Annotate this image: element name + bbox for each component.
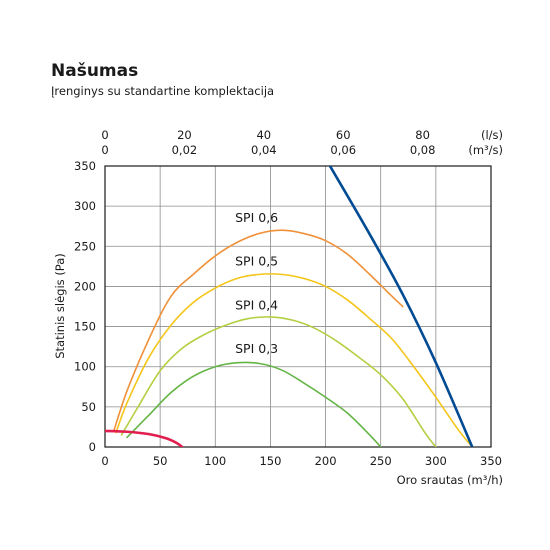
x-tick-label: 300 xyxy=(425,454,447,468)
y-tick-label: 150 xyxy=(74,320,96,334)
x-tick-label: 100 xyxy=(204,454,226,468)
x-tick-label: 0 xyxy=(101,454,108,468)
series-annotation-label: SPI 0,3 xyxy=(235,341,278,356)
top-axis-ls-tick-label: 80 xyxy=(415,128,430,142)
y-tick-label: 100 xyxy=(74,360,96,374)
top-axis-ls-tick-label: 0 xyxy=(101,128,108,142)
series-line-6 xyxy=(105,429,184,447)
top-axis-m3s-tick-label: 0,06 xyxy=(330,143,356,157)
top-axis-m3s-tick-label: 0,02 xyxy=(172,143,198,157)
x-tick-label: 350 xyxy=(480,454,502,468)
y-tick-label: 50 xyxy=(81,400,96,414)
series-annotation-label: SPI 0,4 xyxy=(235,298,278,313)
y-axis-label: Statinis slėgis (Pa) xyxy=(53,253,67,359)
series-annotation-label: SPI 0,5 xyxy=(235,254,278,269)
y-tick-label: 250 xyxy=(74,239,96,253)
series-line-5 xyxy=(328,166,474,447)
series-line-4 xyxy=(126,361,382,447)
top-axis-m3s-unit: (m³/s) xyxy=(468,143,503,157)
series-line-2 xyxy=(115,273,474,447)
top-axis-ls-tick-label: 40 xyxy=(256,128,271,142)
series-line-1 xyxy=(113,229,404,432)
plot-frame xyxy=(104,165,492,448)
x-tick-label: 250 xyxy=(370,454,392,468)
y-tick-label: 300 xyxy=(74,199,96,213)
top-axis-m3s-tick-label: 0,08 xyxy=(410,143,436,157)
top-axis-ls-tick-label: 60 xyxy=(336,128,351,142)
series-annotation-label: SPI 0,6 xyxy=(235,210,278,225)
top-axis-m3s-tick-label: 0,04 xyxy=(251,143,277,157)
y-tick-label: 200 xyxy=(74,279,96,293)
y-tick-label: 0 xyxy=(89,440,96,454)
chart-subtitle: Įrenginys su standartine komplektacija xyxy=(51,84,275,98)
x-tick-label: 200 xyxy=(315,454,337,468)
x-tick-label: 50 xyxy=(153,454,168,468)
top-axis-m3s-tick-label: 0 xyxy=(101,143,108,157)
x-tick-label: 150 xyxy=(259,454,281,468)
chart-title: Našumas xyxy=(51,61,139,81)
x-axis-label: Oro srautas (m³/h) xyxy=(397,473,503,487)
top-axis-ls-unit: (l/s) xyxy=(481,128,503,142)
y-tick-label: 350 xyxy=(74,159,96,173)
top-axis-ls-tick-label: 20 xyxy=(177,128,192,142)
series-line-3 xyxy=(120,316,437,447)
